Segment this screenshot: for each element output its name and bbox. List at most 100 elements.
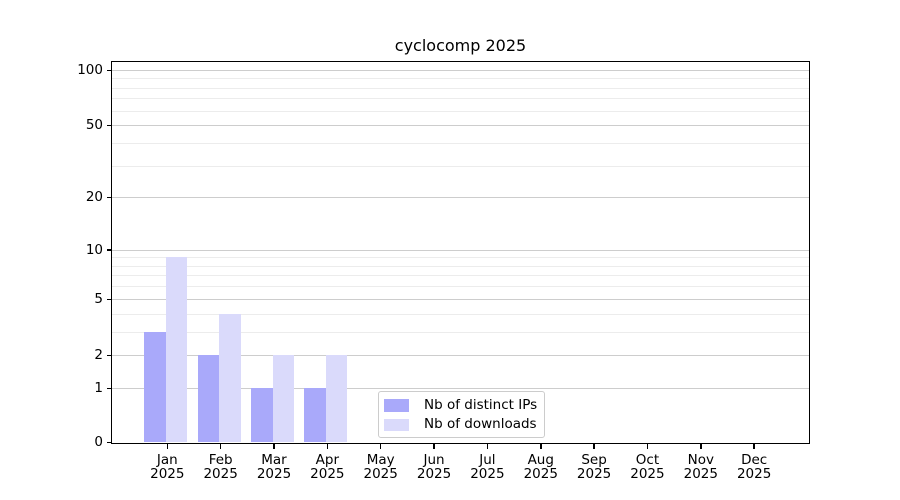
xtick-label-oct: Oct 2025: [612, 453, 682, 481]
xtick-year-mar: 2025: [256, 466, 292, 482]
ytick-label-0: 0: [94, 434, 103, 450]
xtick-month-nov: Nov: [687, 452, 714, 468]
xtick-label-jun: Jun 2025: [399, 453, 469, 481]
bar-nb-of-distinct-ips-jan: [144, 331, 166, 442]
ytick-mark-20: [106, 196, 111, 199]
legend-item-distinct-ips: Nb of distinct IPs: [384, 396, 544, 415]
ytick-mark-100: [106, 69, 111, 72]
ytick-mark-5: [106, 298, 111, 301]
ytick-mark-50: [106, 124, 111, 127]
bar-nb-of-downloads-jan: [165, 257, 188, 442]
xtick-year-sep: 2025: [576, 466, 612, 482]
xtick-year-apr: 2025: [310, 466, 345, 482]
xtick-year-jul: 2025: [470, 466, 505, 482]
xtick-month-jan: Jan: [156, 452, 178, 468]
xtick-month-sep: Sep: [581, 452, 607, 468]
xtick-year-feb: 2025: [203, 466, 238, 482]
xtick-label-feb: Feb 2025: [186, 453, 256, 481]
gridline-100: [112, 69, 809, 71]
gridline-50: [112, 125, 809, 127]
ytick-mark-1: [106, 387, 111, 390]
ytick-label-20: 20: [85, 189, 103, 206]
gridline-minor-6: [112, 286, 809, 288]
xtick-mark-aug: [540, 444, 542, 449]
ytick-mark-10: [106, 249, 111, 251]
gridline-minor-80: [112, 87, 809, 89]
gridline-minor-70: [112, 98, 809, 100]
ytick-label-5: 5: [94, 290, 103, 307]
legend-swatch-downloads: [384, 418, 409, 432]
gridline-minor-8: [112, 265, 809, 267]
xtick-year-oct: 2025: [630, 466, 665, 482]
xtick-mark-oct: [646, 444, 649, 449]
bar-nb-of-distinct-ips-apr: [304, 387, 326, 442]
bar-nb-of-downloads-feb: [219, 313, 241, 442]
legend-item-downloads: Nb of downloads: [384, 415, 544, 434]
xtick-label-apr: Apr 2025: [292, 453, 362, 481]
xtick-year-nov: 2025: [683, 466, 718, 482]
xtick-label-nov: Nov 2025: [666, 453, 736, 481]
legend-swatch-distinct-ips: [384, 399, 409, 412]
xtick-month-feb: Feb: [208, 452, 233, 468]
xtick-label-mar: Mar 2025: [239, 453, 309, 481]
xtick-label-jul: Jul 2025: [452, 453, 522, 481]
xtick-month-mar: Mar: [261, 452, 287, 468]
xtick-year-may: 2025: [363, 466, 398, 482]
xtick-month-jul: Jul: [479, 452, 496, 468]
bar-nb-of-distinct-ips-mar: [251, 387, 273, 442]
xtick-month-may: May: [366, 452, 395, 468]
gridline-minor-4: [112, 313, 809, 315]
gridline-minor-9: [112, 257, 809, 259]
gridline-minor-30: [112, 165, 809, 167]
bar-nb-of-downloads-apr: [325, 355, 348, 442]
xtick-mark-apr: [326, 444, 329, 449]
xtick-label-sep: Sep 2025: [559, 453, 629, 481]
gridline-20: [112, 197, 809, 199]
xtick-month-oct: Oct: [635, 452, 660, 468]
xtick-year-jan: 2025: [150, 466, 185, 482]
ytick-label-1: 1: [94, 379, 103, 396]
xtick-label-dec: Dec 2025: [719, 453, 789, 481]
xtick-year-aug: 2025: [523, 466, 558, 482]
gridline-minor-7: [112, 275, 809, 277]
ytick-label-50: 50: [85, 117, 103, 134]
xtick-label-jan: Jan 2025: [132, 453, 202, 481]
gridline-2: [112, 355, 809, 356]
xtick-mark-jul: [486, 444, 489, 449]
xtick-mark-jun: [433, 444, 435, 449]
ytick-mark-2: [106, 354, 111, 357]
gridline-minor-90: [112, 78, 809, 80]
gridline-minor-60: [112, 110, 809, 112]
xtick-mark-may: [379, 444, 382, 449]
xtick-month-aug: Aug: [527, 452, 554, 468]
xtick-year-jun: 2025: [416, 466, 452, 482]
legend-label-distinct-ips: Nb of distinct IPs: [424, 397, 538, 414]
gridline-10: [112, 249, 809, 251]
xtick-mark-mar: [273, 444, 275, 449]
xtick-mark-jan: [166, 444, 169, 449]
bar-nb-of-downloads-mar: [272, 355, 294, 442]
xtick-mark-sep: [593, 444, 595, 449]
ytick-label-10: 10: [85, 241, 103, 258]
xtick-month-apr: Apr: [315, 452, 340, 468]
ytick-mark-0: [106, 441, 111, 444]
ytick-label-2: 2: [94, 347, 103, 363]
xtick-month-dec: Dec: [741, 452, 768, 468]
xtick-mark-nov: [700, 444, 702, 449]
legend-label-downloads: Nb of downloads: [424, 416, 537, 433]
xtick-mark-feb: [219, 444, 222, 449]
gridline-minor-3: [112, 331, 809, 333]
xtick-month-jun: Jun: [423, 452, 445, 468]
legend: Nb of distinct IPs Nb of downloads: [378, 390, 545, 438]
bar-nb-of-distinct-ips-feb: [197, 355, 220, 442]
xtick-mark-dec: [753, 444, 755, 449]
gridline-5: [112, 298, 809, 300]
plot-area: [111, 60, 810, 444]
gridline-minor-40: [112, 142, 809, 144]
xtick-label-may: May 2025: [346, 453, 416, 481]
xtick-label-aug: Aug 2025: [506, 453, 576, 481]
chart-title: cyclocomp 2025: [394, 36, 527, 55]
ytick-label-100: 100: [77, 61, 103, 78]
gridline-1: [112, 387, 809, 389]
